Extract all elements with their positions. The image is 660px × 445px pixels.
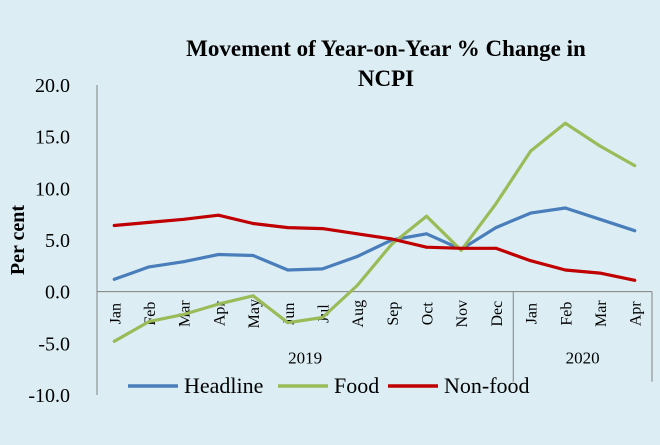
x-tick-label: Feb	[558, 302, 575, 326]
data-point-headline	[425, 232, 429, 236]
x-tick-label: Aug	[350, 300, 367, 328]
y-axis-label: Per cent	[7, 205, 29, 275]
data-point-non-food	[112, 224, 116, 228]
y-tick-label: 0.0	[45, 282, 70, 304]
data-point-headline	[494, 226, 498, 230]
data-point-non-food	[355, 232, 359, 236]
y-tick-label: -10.0	[28, 385, 70, 407]
x-tick-label: Oct	[420, 302, 437, 326]
data-point-non-food	[390, 237, 394, 241]
year-group-label: 2020	[566, 349, 600, 368]
data-point-headline	[112, 277, 116, 281]
data-point-headline	[286, 268, 290, 272]
data-point-food	[320, 316, 324, 319]
data-point-non-food	[251, 221, 255, 225]
data-point-non-food	[286, 226, 290, 230]
data-point-non-food	[459, 246, 463, 250]
data-point-food	[182, 312, 186, 316]
x-tick-label: Jan	[524, 303, 541, 324]
data-point-headline	[633, 229, 637, 233]
x-tick-label: Mar	[593, 300, 610, 327]
data-point-food	[251, 294, 255, 298]
data-point-non-food	[182, 217, 186, 221]
data-point-food	[529, 149, 533, 153]
data-point-food	[633, 164, 637, 168]
x-tick-label: Jan	[107, 303, 124, 324]
x-tick-label: Dec	[489, 301, 506, 327]
series-line-non-food	[112, 213, 637, 282]
series-line-food	[112, 121, 637, 343]
data-point-non-food	[216, 213, 220, 217]
data-point-headline	[251, 254, 255, 257]
legend-label: Headline	[184, 373, 263, 398]
chart-title-line1: Movement of Year-on-Year % Change in	[186, 36, 586, 61]
data-point-food	[563, 121, 567, 125]
chart-title-line2: NCPI	[358, 66, 414, 91]
data-point-non-food	[494, 246, 498, 250]
data-point-non-food	[598, 271, 602, 275]
data-point-non-food	[147, 220, 151, 224]
series-line-headline	[112, 206, 637, 281]
data-point-food	[147, 320, 151, 324]
data-point-food	[216, 302, 220, 306]
data-point-food	[425, 214, 429, 218]
x-tick-label: Apr	[211, 301, 228, 327]
x-tick-label: Nov	[454, 300, 471, 328]
data-point-non-food	[425, 245, 429, 249]
data-point-headline	[529, 211, 533, 215]
data-point-food	[598, 144, 602, 148]
data-point-non-food	[320, 227, 324, 231]
data-point-food	[355, 283, 359, 287]
data-point-food	[494, 202, 498, 206]
data-point-headline	[563, 206, 567, 210]
y-tick-label: 15.0	[35, 127, 70, 149]
data-point-food	[390, 242, 394, 246]
y-tick-label: 20.0	[35, 75, 70, 97]
data-point-non-food	[529, 259, 533, 263]
y-tick-label: 10.0	[35, 178, 70, 200]
year-group-label: 2019	[288, 349, 322, 368]
data-point-headline	[216, 252, 220, 256]
data-point-food	[112, 339, 116, 343]
legend-label: Non-food	[444, 373, 530, 398]
y-tick-label: 5.0	[45, 230, 70, 252]
x-tick-label: May	[246, 299, 263, 328]
legend-label: Food	[334, 373, 379, 398]
x-tick-label: Apr	[628, 301, 645, 327]
x-tick-label: Sep	[385, 302, 402, 326]
data-point-non-food	[633, 278, 637, 282]
data-point-headline	[147, 265, 151, 269]
data-point-food	[286, 321, 290, 325]
data-point-non-food	[563, 268, 567, 272]
data-point-headline	[320, 267, 324, 271]
data-point-headline	[355, 255, 359, 259]
x-tick-label: Jul	[315, 304, 332, 323]
data-point-headline	[182, 260, 186, 264]
y-tick-label: -5.0	[38, 333, 70, 355]
data-point-headline	[598, 217, 602, 221]
